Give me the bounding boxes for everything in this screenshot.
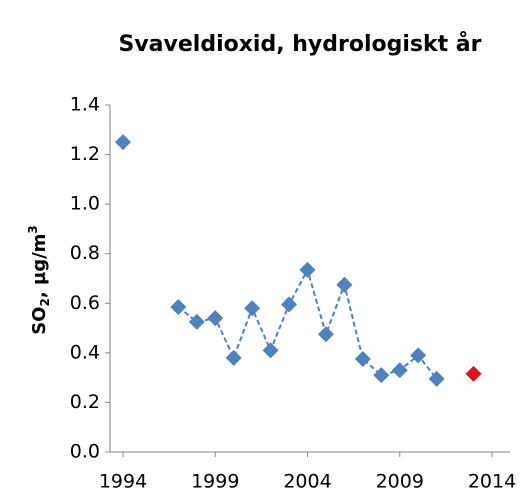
data-point [170,299,187,316]
y-tick-label: 0.2 [70,391,100,413]
data-point [244,300,261,317]
data-point [465,365,482,382]
data-point [207,310,224,327]
data-point [262,342,279,359]
data-point [317,326,334,343]
data-point [281,296,298,313]
data-point [115,134,131,151]
y-tick-label: 0.8 [70,242,100,264]
y-tick-label: 0.0 [70,441,100,463]
series-line [177,267,438,380]
x-tick-label: 2014 [468,471,516,493]
data-point [391,362,408,379]
data-point [373,367,390,384]
y-label-sup: 3 [26,225,40,233]
x-tick-label: 2004 [283,471,331,493]
y-tick-label: 1.4 [70,94,100,116]
x-tick-label: 2009 [376,471,424,493]
y-label-part: SO [29,307,50,335]
x-tick-label: 1994 [99,471,147,493]
data-point [336,276,353,293]
data-point [354,351,371,368]
y-axis-label: SO2, µg/m3 [26,225,52,335]
data-point [299,261,316,278]
data-point [410,347,427,364]
data-point [225,349,242,366]
y-label-sub: 2 [38,298,52,306]
data-point [188,313,205,330]
y-tick-label: 0.6 [70,292,100,314]
chart-title: Svaveldioxid, hydrologiskt år [119,31,482,57]
x-tick-label: 1999 [191,471,239,493]
y-tick-label: 0.4 [70,341,100,363]
y-tick-label: 1.0 [70,193,100,215]
y-label-part: , µg/m [29,234,50,299]
y-tick-label: 1.2 [70,143,100,165]
data-point [428,370,445,387]
